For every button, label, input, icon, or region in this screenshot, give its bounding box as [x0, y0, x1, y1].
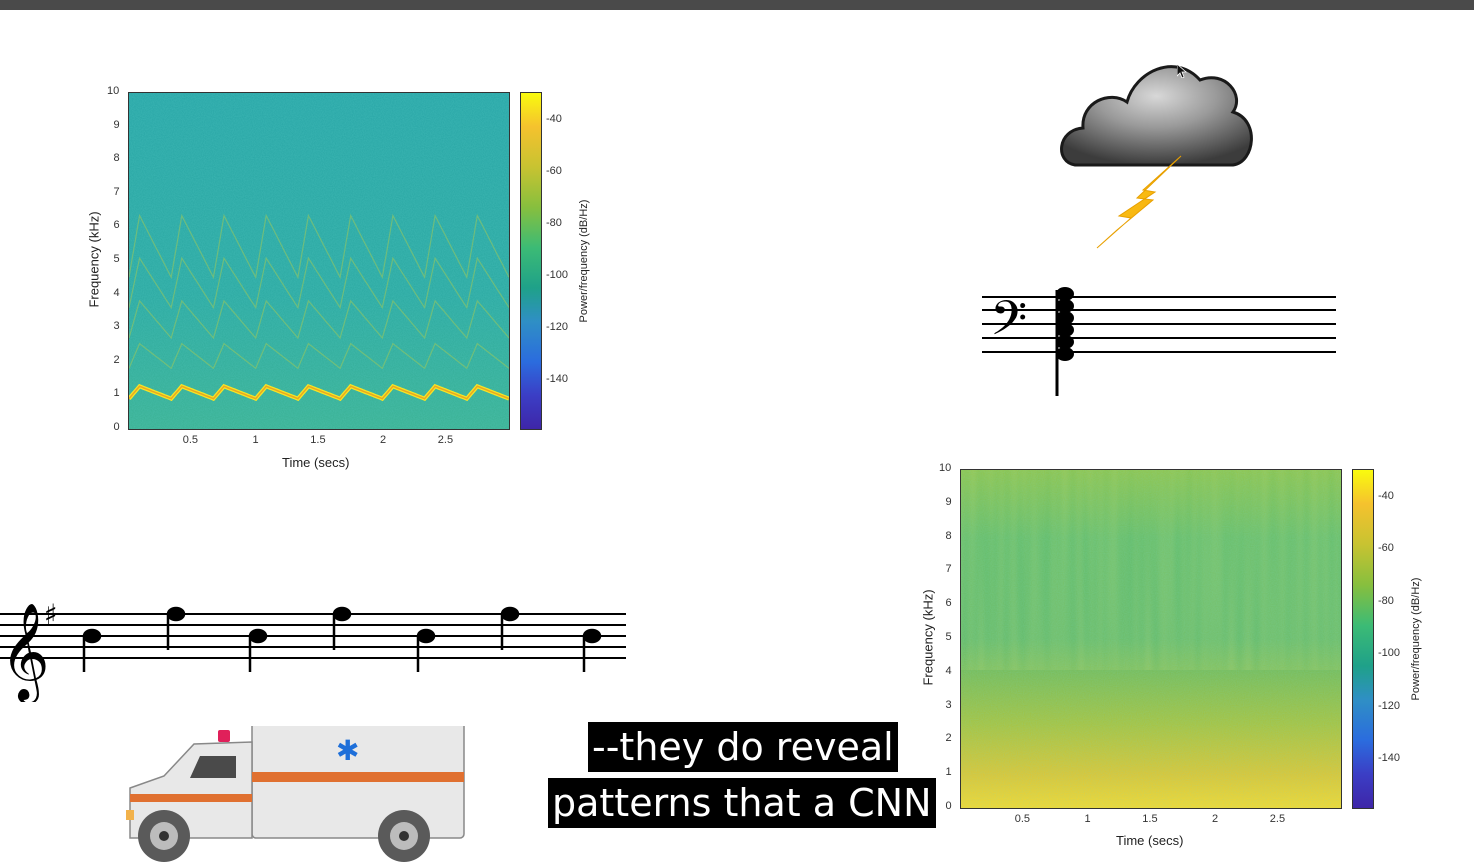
y-tick-label: 2	[114, 354, 120, 366]
note-head	[250, 630, 266, 642]
siren-colorbar	[520, 92, 542, 430]
x-tick-label: 1	[1085, 813, 1091, 825]
siren-colorbar-label: Power/frequency (dB/Hz)	[578, 191, 590, 331]
siren-xlabel: Time (secs)	[282, 455, 349, 470]
colorbar-tick-label: -60	[546, 165, 562, 177]
thunder-spectrogram-figure: 0 1 2 3 4 5 6 7 8 9 10 0.5 1 1.5 2 2.5 -40 -60 -80 -100 -1…	[910, 458, 1430, 858]
y-tick-label: 0	[946, 800, 952, 812]
y-tick-label: 2	[946, 732, 952, 744]
treble-clef-melody-icon: 𝄞 ♯	[0, 592, 630, 702]
siren-ylabel: Frequency (kHz)	[87, 210, 102, 310]
note-head	[502, 608, 518, 620]
x-tick-label: 1.5	[310, 434, 325, 446]
colorbar-tick-label: -60	[1378, 542, 1394, 554]
colorbar-tick-label: -140	[1378, 752, 1400, 764]
thunder-cloud-icon	[1055, 50, 1257, 255]
x-tick-label: 2	[1212, 813, 1218, 825]
note-head	[334, 608, 350, 620]
svg-text:𝄢: 𝄢	[990, 290, 1027, 358]
colorbar-tick-label: -100	[546, 269, 568, 281]
y-tick-label: 7	[114, 186, 120, 198]
note-head	[84, 630, 100, 642]
colorbar-tick-label: -120	[546, 321, 568, 333]
y-tick-label: 4	[114, 287, 120, 299]
note-head	[168, 608, 184, 620]
colorbar-tick-label: -140	[546, 373, 568, 385]
siren-spectrogram-figure: 0 1 2 3 4 5 6 7 8 9 10 0.5 1 1.5 2 2.5 -40 -60 -80 -100 -1…	[78, 80, 618, 480]
y-tick-label: 4	[946, 665, 952, 677]
x-tick-label: 2.5	[438, 434, 453, 446]
colorbar-tick-label: -40	[1378, 490, 1394, 502]
y-tick-label: 10	[107, 85, 119, 97]
caption-line-2: patterns that a CNN	[548, 778, 936, 828]
wheel-icon	[138, 810, 190, 862]
y-tick-label: 3	[114, 320, 120, 332]
x-tick-label: 2	[380, 434, 386, 446]
y-tick-label: 9	[114, 119, 120, 131]
colorbar-tick-label: -40	[546, 113, 562, 125]
y-tick-label: 3	[946, 699, 952, 711]
thunder-spectrogram-plot	[960, 469, 1342, 809]
bass-clef-chord-icon: 𝄢	[978, 282, 1338, 400]
y-tick-label: 9	[946, 496, 952, 508]
x-tick-label: 1.5	[1142, 813, 1157, 825]
wheel-icon	[378, 810, 430, 862]
video-caption: --they do reveal patterns that a CNN	[548, 722, 936, 834]
caption-line-1: --they do reveal	[588, 722, 898, 772]
y-tick-label: 0	[114, 421, 120, 433]
thunder-colorbar-label: Power/frequency (dB/Hz)	[1410, 569, 1422, 709]
siren-spectrogram-plot	[128, 92, 510, 430]
y-tick-label: 8	[946, 530, 952, 542]
colorbar-tick-label: -120	[1378, 700, 1400, 712]
svg-text:♯: ♯	[44, 598, 58, 631]
y-tick-label: 6	[114, 219, 120, 231]
thunder-xlabel: Time (secs)	[1116, 833, 1183, 848]
y-tick-label: 6	[946, 597, 952, 609]
y-tick-label: 5	[114, 253, 120, 265]
y-tick-label: 5	[946, 631, 952, 643]
x-tick-label: 2.5	[1270, 813, 1285, 825]
x-tick-label: 1	[253, 434, 259, 446]
x-tick-label: 0.5	[1015, 813, 1030, 825]
svg-text:𝄞: 𝄞	[0, 602, 50, 702]
siren-light-icon	[218, 730, 230, 742]
note-head	[584, 630, 600, 642]
y-tick-label: 1	[114, 387, 120, 399]
note-head	[418, 630, 434, 642]
y-tick-label: 8	[114, 152, 120, 164]
x-tick-label: 0.5	[183, 434, 198, 446]
y-tick-label: 1	[946, 766, 952, 778]
colorbar-tick-label: -80	[546, 217, 562, 229]
thunder-colorbar	[1352, 469, 1374, 809]
thunder-ylabel: Frequency (kHz)	[921, 588, 936, 688]
video-top-bar	[0, 0, 1474, 10]
ambulance-icon: ✱	[124, 726, 468, 863]
mouse-cursor-icon	[1177, 64, 1187, 78]
y-tick-label: 7	[946, 563, 952, 575]
star-of-life-icon: ✱	[336, 734, 359, 767]
colorbar-tick-label: -100	[1378, 647, 1400, 659]
y-tick-label: 10	[939, 462, 951, 474]
colorbar-tick-label: -80	[1378, 595, 1394, 607]
